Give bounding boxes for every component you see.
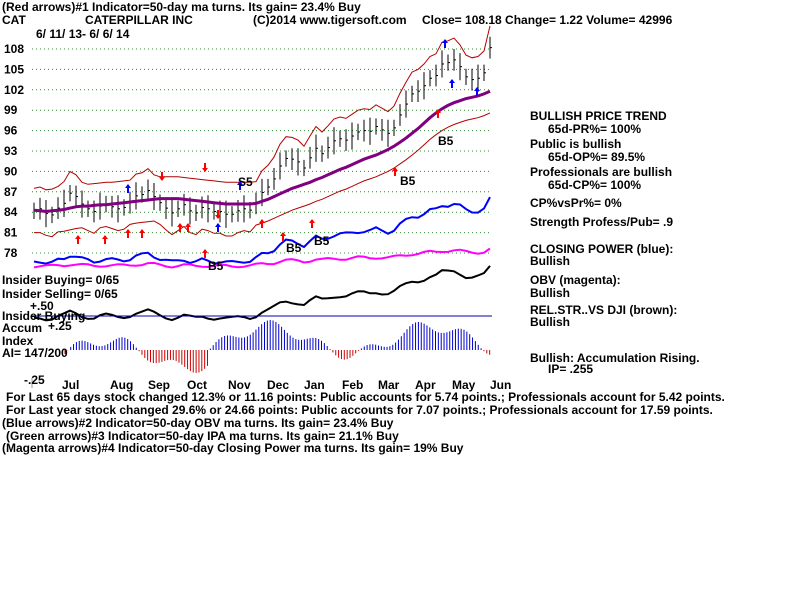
signal-arrowhead (392, 167, 398, 171)
y-tick-label: 78 (4, 246, 18, 260)
y-tick-label: 81 (4, 226, 18, 240)
accum-plus50: +.50 (30, 299, 54, 313)
relstr-value: Bullish (530, 315, 571, 329)
signal-arrowhead (442, 39, 448, 43)
signal-annotation: B5 (314, 234, 330, 248)
public-title: Public is bullish (530, 137, 622, 151)
upper-band (33, 25, 491, 191)
signal-arrowhead (202, 249, 208, 253)
insider-buying: Insider Buying= 0/65 (2, 273, 120, 287)
cp-value: 65d-CP%= 100% (548, 178, 642, 192)
signal-arrowhead (177, 223, 183, 227)
signal-arrowhead (102, 235, 108, 239)
x-tick-label: Apr (415, 378, 436, 392)
x-tick-label: May (452, 378, 476, 392)
signal-arrowhead (280, 232, 286, 236)
accum-ai: AI= 147/200 (2, 346, 68, 360)
footer-magenta-arrows: (Magenta arrows)#4 Indicator=50-day Clos… (2, 441, 464, 455)
signal-arrowhead (159, 177, 165, 181)
y-tick-label: 84 (4, 205, 18, 219)
signal-annotation: B5 (438, 134, 454, 148)
y-tick-label: 87 (4, 185, 18, 199)
strength-value: Strength Profess/Pub= .9 (530, 215, 674, 229)
cpvspr-value: CP%vsPr%= 0% (530, 196, 622, 210)
accum-plus25: +.25 (48, 319, 72, 333)
signal-arrowhead (202, 168, 208, 172)
signal-arrowhead (125, 184, 131, 188)
x-tick-label: Jun (490, 378, 511, 392)
y-tick-label: 108 (4, 42, 24, 56)
signal-arrowhead (215, 215, 221, 219)
signal-arrowhead (139, 229, 145, 233)
footer-blue-arrows: (Blue arrows)#2 Indicator=50-day OBV ma … (2, 416, 394, 430)
x-tick-label: Aug (110, 378, 133, 392)
date-range: 6/ 11/ 13- 6/ 6/ 14 (36, 27, 130, 41)
closing-power-title: CLOSING POWER (blue): (530, 242, 674, 256)
insider-buying-label: Insider Buying (2, 309, 86, 323)
signal-arrowhead (185, 223, 191, 227)
signal-annotation: B5 (400, 174, 416, 188)
quote-line: Close= 108.18 Change= 1.22 Volume= 42996 (422, 13, 673, 27)
op-value: 65d-OP%= 89.5% (548, 150, 646, 164)
x-tick-label: Sep (148, 378, 170, 392)
accum-minus25: -.25 (24, 373, 45, 387)
signal-arrowhead (237, 181, 243, 185)
ticker-symbol: CAT (2, 13, 26, 27)
accum-index: Index (2, 334, 34, 348)
signal-arrowhead (449, 79, 455, 83)
footer-green-arrows: (Green arrows)#3 Indicator=50-day IPA ma… (6, 429, 399, 443)
x-tick-label: Feb (342, 378, 363, 392)
signal-arrowhead (474, 87, 480, 91)
lower-band (34, 112, 491, 238)
obv-line (33, 247, 491, 269)
ip-value: IP= .255 (548, 362, 594, 376)
closing-power-value: Bullish (530, 254, 571, 268)
signal-arrowhead (75, 235, 81, 239)
obv-title: OBV (magenta): (530, 273, 621, 287)
insider-selling: Insider Selling= 0/65 (2, 287, 118, 301)
pr-value: 65d-PR%= 100% (548, 122, 642, 136)
x-tick-label: Nov (228, 378, 251, 392)
y-tick-label: 90 (4, 164, 18, 178)
signal-annotation: B5 (208, 259, 224, 273)
signal-arrowhead (309, 219, 315, 223)
signal-annotation: S5 (238, 175, 253, 189)
signal-arrowhead (215, 223, 221, 227)
x-tick-label: Dec (267, 378, 289, 392)
accum-status: Bullish: Accumulation Rising. (530, 351, 700, 365)
signal-arrowhead (435, 109, 441, 113)
x-tick-label: Mar (378, 378, 400, 392)
accum-title: Accum (2, 321, 43, 335)
x-tick-label: Jan (304, 378, 325, 392)
ma-50-line (33, 89, 491, 214)
closing-power-line (33, 196, 491, 265)
header-indicator-1: (Red arrows)#1 Indicator=50-day ma turns… (2, 0, 361, 14)
trend-title: BULLISH PRICE TREND (530, 109, 667, 123)
copyright: (C)2014 www.tigersoft.com (253, 13, 407, 27)
footer-65day: For Last 65 days stock changed 12.3% or … (6, 390, 725, 404)
signal-arrowhead (259, 219, 265, 223)
y-tick-label: 102 (4, 83, 24, 97)
relstr-title: REL.STR..VS DJI (brown): (530, 303, 678, 317)
y-tick-label: 96 (4, 124, 18, 138)
signal-annotation: B5 (286, 241, 302, 255)
x-tick-label: Oct (187, 378, 207, 392)
footer-year: For Last year stock changed 29.6% or 24.… (6, 403, 713, 417)
y-tick-label: 99 (4, 103, 18, 117)
rel-strength-line (33, 265, 491, 322)
obv-value: Bullish (530, 286, 571, 300)
pro-title: Professionals are bullish (530, 165, 673, 179)
x-tick-label: Jul (62, 378, 79, 392)
y-tick-label: 93 (4, 144, 18, 158)
company-name: CATERPILLAR INC (85, 13, 193, 27)
y-tick-label: 105 (4, 62, 24, 76)
signal-arrowhead (125, 229, 131, 233)
